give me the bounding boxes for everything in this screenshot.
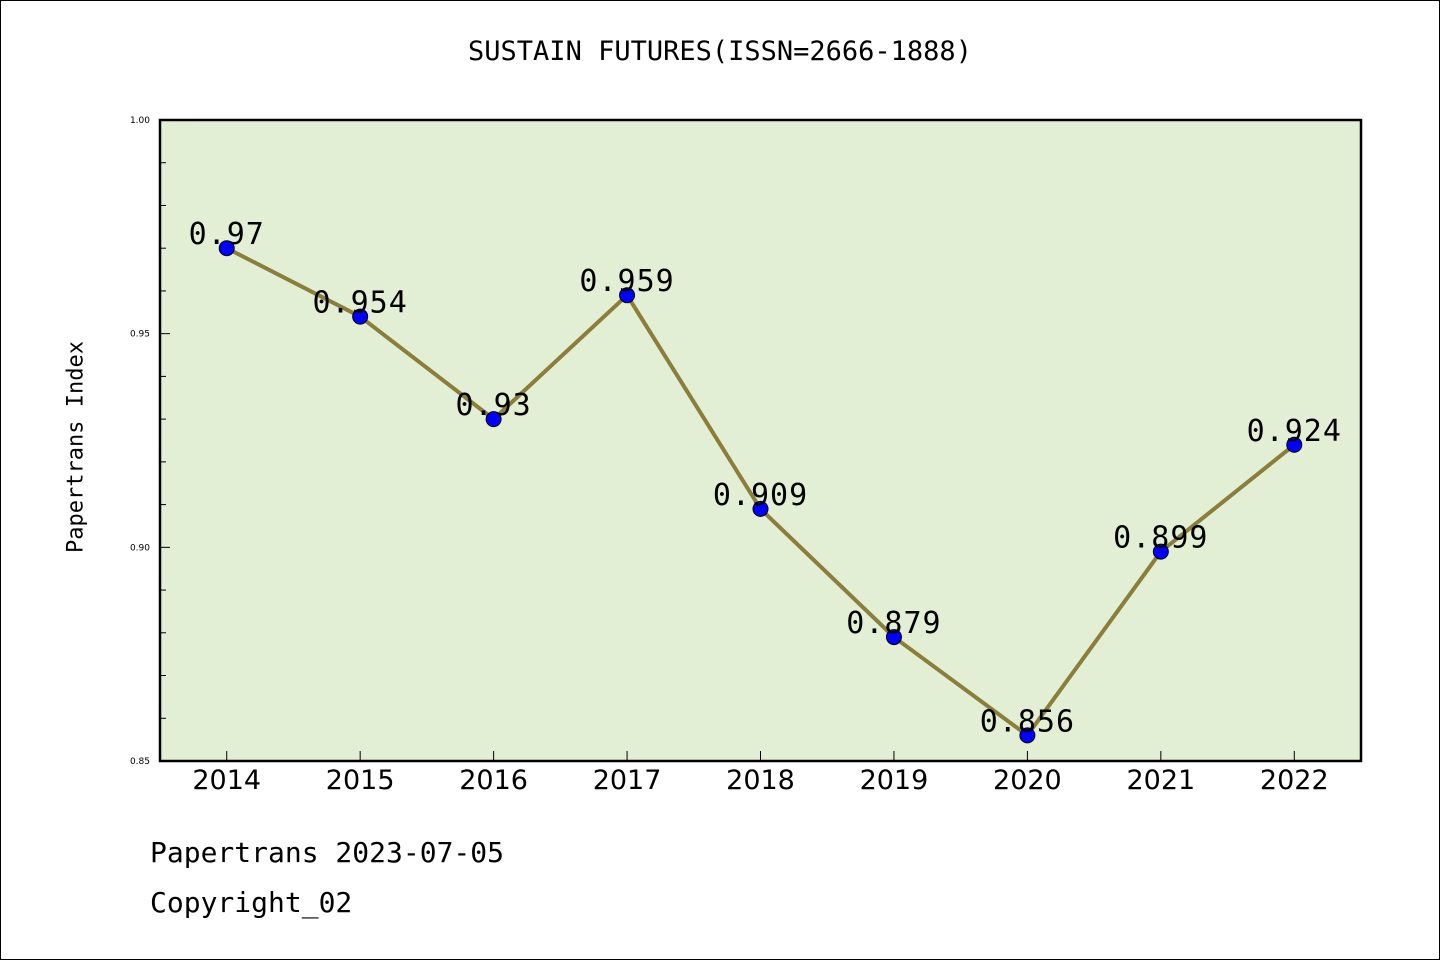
data-point <box>619 287 636 304</box>
data-label: 0.93 <box>455 388 531 423</box>
data-label: 0.97 <box>189 217 265 252</box>
x-tick-label: 2022 <box>1260 765 1329 796</box>
data-point <box>752 500 769 517</box>
data-labels: 0.97 0.954 0.93 0.959 0.909 0.879 0.856 0.899 0.… <box>189 217 1342 739</box>
data-point <box>1152 543 1169 560</box>
x-tick-label: 2019 <box>860 765 929 796</box>
data-point <box>1019 727 1036 744</box>
data-label: 0.924 <box>1247 414 1342 449</box>
footer-copyright: Copyright_02 <box>150 886 353 919</box>
data-point <box>218 240 235 257</box>
data-label: 0.909 <box>713 478 808 513</box>
data-label: 0.959 <box>579 264 674 299</box>
data-point <box>885 629 902 646</box>
plot-border <box>158 118 1363 763</box>
x-tick-label: 2015 <box>326 765 395 796</box>
x-tick-label: 2017 <box>593 765 662 796</box>
data-label: 0.856 <box>980 704 1075 739</box>
x-tick-label: 2018 <box>726 765 795 796</box>
chart-title: SUSTAIN FUTURES(ISSN=2666-1888) <box>468 36 972 67</box>
data-label: 0.879 <box>846 606 941 641</box>
data-point <box>485 411 502 428</box>
x-axis: 2014 2015 2016 2017 2018 2019 2020 2021 2022 <box>192 751 1329 796</box>
x-tick-label: 2014 <box>192 765 261 796</box>
data-point <box>352 308 369 325</box>
x-tick-label: 2020 <box>993 765 1062 796</box>
footer-date: Papertrans 2023-07-05 <box>150 836 505 869</box>
y-tick-label: 1.00 <box>130 116 150 126</box>
data-label: 0.899 <box>1113 521 1208 556</box>
x-tick-label: 2021 <box>1126 765 1195 796</box>
plot-area <box>160 120 1361 761</box>
y-tick-label: 0.85 <box>130 757 150 767</box>
data-point <box>1286 436 1303 453</box>
data-markers <box>218 240 1303 744</box>
data-label: 0.954 <box>313 286 408 321</box>
y-tick-label: 0.90 <box>130 543 150 553</box>
y-tick-label: 0.95 <box>130 330 150 340</box>
x-tick-label: 2016 <box>459 765 528 796</box>
